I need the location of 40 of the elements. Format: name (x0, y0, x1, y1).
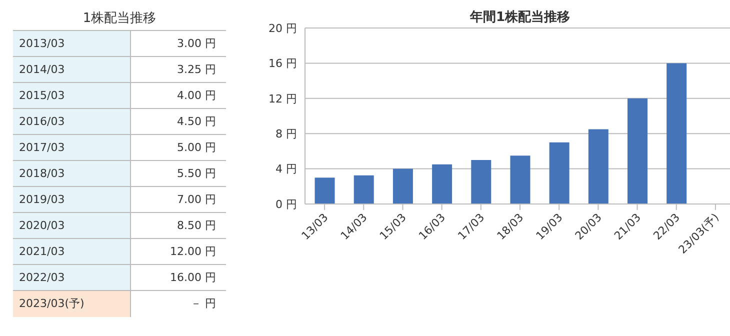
bar (314, 178, 335, 204)
bar (666, 63, 687, 204)
text: 3.00 円 (177, 36, 216, 50)
category-label: 2016/03 (13, 108, 130, 134)
y-tick-label: 0 円 (276, 198, 297, 211)
bar (354, 175, 374, 204)
text: 4.50 円 (177, 114, 216, 128)
text: 3.25 円 (177, 62, 216, 76)
category-label: 2014/03 (13, 56, 130, 82)
category-label: 2019/03 (13, 186, 130, 212)
category-label: 2015/03 (13, 82, 130, 108)
y-tick-label: 8 円 (276, 128, 297, 141)
category-label: 2020/03 (13, 212, 130, 238)
text: 5.00 円 (177, 140, 216, 154)
text: 8.50 円 (177, 218, 216, 232)
category-label: 2018/03 (13, 160, 130, 186)
y-tick-label: 16 円 (268, 57, 297, 70)
text: 1株配当推移 (82, 10, 158, 28)
bar (510, 156, 530, 204)
y-tick-label: 12 円 (268, 92, 297, 106)
text: － 円 (190, 296, 216, 310)
category-label: 2013/03 (13, 30, 130, 56)
text: 7.00 円 (177, 192, 216, 206)
y-tick-label: 20 円 (268, 22, 297, 35)
category-label: 2017/03 (13, 134, 130, 160)
chart-title: 年間1株配当推移 (468, 9, 572, 26)
category-label: 2021/03 (13, 238, 130, 264)
text: 12.00 円 (170, 244, 216, 258)
category-label: 2023/03(予) (13, 290, 130, 316)
text: 5.50 円 (177, 166, 216, 180)
bar (392, 168, 413, 204)
bar (549, 142, 570, 204)
bar (471, 160, 492, 204)
y-tick-label: 4 円 (276, 162, 297, 176)
bar (588, 129, 608, 204)
category-label: 2022/03 (13, 264, 130, 290)
bar (628, 98, 648, 204)
text: 4.00 円 (177, 88, 216, 102)
bar (432, 164, 452, 204)
text: 16.00 円 (170, 270, 216, 284)
